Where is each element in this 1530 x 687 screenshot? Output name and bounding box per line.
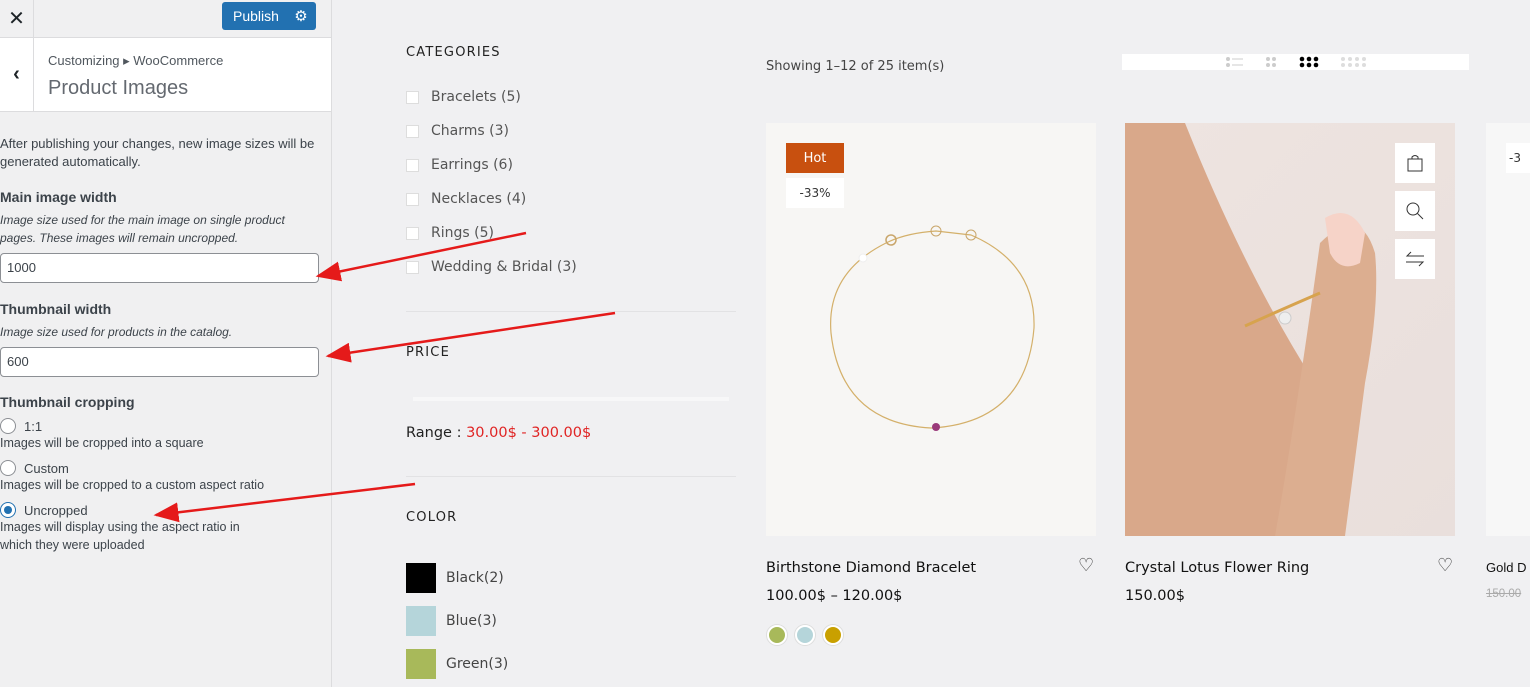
radio-desc: Images will be cropped to a custom aspec… <box>0 478 265 492</box>
list-view-icon[interactable] <box>1226 57 1243 67</box>
radio-custom[interactable]: Custom <box>0 460 321 476</box>
color-swatch[interactable] <box>795 625 815 645</box>
product-card[interactable] <box>1125 123 1455 536</box>
breadcrumb: Customizing ▸ WooCommerce <box>48 53 224 68</box>
color-swatch <box>406 649 436 679</box>
add-to-cart-button[interactable] <box>1395 143 1435 183</box>
back-button[interactable]: ‹ <box>0 38 34 111</box>
color-filter-item[interactable]: Black(2) <box>406 563 504 593</box>
color-filter-item[interactable]: Green(3) <box>406 649 508 679</box>
compare-arrows-icon <box>1405 251 1425 267</box>
close-icon[interactable]: ✕ <box>0 0 34 37</box>
divider <box>406 311 736 312</box>
thumbnail-cropping-label: Thumbnail cropping <box>0 394 135 410</box>
product-price: 150.00$ <box>1125 588 1185 604</box>
product-price: 100.00$ – 120.00$ <box>766 588 903 604</box>
radio-button[interactable] <box>0 460 16 476</box>
gear-icon[interactable]: ⚙ <box>294 8 308 25</box>
main-image-width-label: Main image width <box>0 189 117 205</box>
bracelet-image <box>830 225 1035 431</box>
categories-title: CATEGORIES <box>406 45 501 60</box>
customizer-header: ✕ Publish ⚙ <box>0 0 331 38</box>
intro-text: After publishing your changes, new image… <box>0 136 315 169</box>
radio-uncropped[interactable]: Uncropped <box>0 502 321 518</box>
color-swatch <box>406 563 436 593</box>
color-filter-item[interactable]: Blue(3) <box>406 606 497 636</box>
compare-button[interactable] <box>1395 239 1435 279</box>
ring-hand-image <box>1125 123 1377 536</box>
heart-icon[interactable]: ♡ <box>1078 555 1095 576</box>
checkbox[interactable] <box>406 260 419 274</box>
radio-1-1[interactable]: 1:1 <box>0 418 321 434</box>
discount-badge: -33% <box>786 178 844 208</box>
product-old-price: 150.00 <box>1486 588 1522 600</box>
checkbox[interactable] <box>406 192 419 206</box>
main-image-width-input[interactable]: 1000 <box>0 253 319 283</box>
main-image-width-desc: Image size used for the main image on si… <box>0 213 285 245</box>
thumbnail-width-desc: Image size used for products in the cata… <box>0 325 233 339</box>
discount-badge: -3 <box>1506 143 1530 173</box>
checkbox[interactable] <box>406 158 419 172</box>
price-range: Range : 30.00$ - 300.00$ <box>406 425 592 441</box>
category-filter-item[interactable]: Necklaces (4) <box>406 191 526 207</box>
color-swatch[interactable] <box>767 625 787 645</box>
product-card[interactable]: -3 <box>1486 123 1530 536</box>
grid-4-icon[interactable] <box>1341 57 1366 67</box>
thumbnail-width-input[interactable]: 600 <box>0 347 319 377</box>
color-swatches <box>767 625 851 649</box>
publish-button[interactable]: Publish ⚙ <box>222 2 316 30</box>
divider <box>406 476 736 477</box>
radio-desc: Images will display using the aspect rat… <box>0 520 240 552</box>
product-card[interactable]: Hot -33% <box>766 123 1096 536</box>
radio-button[interactable] <box>0 418 16 434</box>
radio-desc: Images will be cropped into a square <box>0 436 204 450</box>
category-filter-item[interactable]: Charms (3) <box>406 123 509 139</box>
view-switcher <box>1122 54 1469 70</box>
shop-preview: CATEGORIES Bracelets (5) Charms (3) Earrin… <box>333 0 1530 687</box>
product-name[interactable]: Crystal Lotus Flower Ring <box>1125 560 1310 576</box>
price-slider[interactable] <box>413 397 729 401</box>
thumbnail-width-label: Thumbnail width <box>0 301 112 317</box>
category-filter-item[interactable]: Rings (5) <box>406 225 494 241</box>
category-filter-item[interactable]: Earrings (6) <box>406 157 513 173</box>
page-title: Product Images <box>48 77 189 99</box>
quick-view-button[interactable] <box>1395 191 1435 231</box>
result-count: Showing 1–12 of 25 item(s) <box>766 59 945 74</box>
product-name[interactable]: Gold D <box>1486 560 1527 575</box>
shopping-bag-icon <box>1407 155 1423 172</box>
price-title: PRICE <box>406 345 450 360</box>
grid-2-icon[interactable] <box>1266 57 1276 67</box>
grid-3-icon[interactable] <box>1299 56 1319 68</box>
color-swatch <box>406 606 436 636</box>
product-name[interactable]: Birthstone Diamond Bracelet <box>766 560 977 576</box>
customizer-panel: ✕ Publish ⚙ ‹ Customizing ▸ WooCommerce … <box>0 0 332 687</box>
heart-icon[interactable]: ♡ <box>1437 555 1454 576</box>
section-header: ‹ Customizing ▸ WooCommerce Product Imag… <box>0 38 331 112</box>
checkbox[interactable] <box>406 226 419 240</box>
color-title: COLOR <box>406 510 458 525</box>
hot-badge: Hot <box>786 143 844 173</box>
checkbox[interactable] <box>406 124 419 138</box>
search-icon <box>1406 202 1424 220</box>
color-swatch[interactable] <box>823 625 843 645</box>
category-filter-item[interactable]: Bracelets (5) <box>406 89 521 105</box>
category-filter-item[interactable]: Wedding & Bridal (3) <box>406 259 577 275</box>
radio-button[interactable] <box>0 502 16 518</box>
checkbox[interactable] <box>406 90 419 104</box>
